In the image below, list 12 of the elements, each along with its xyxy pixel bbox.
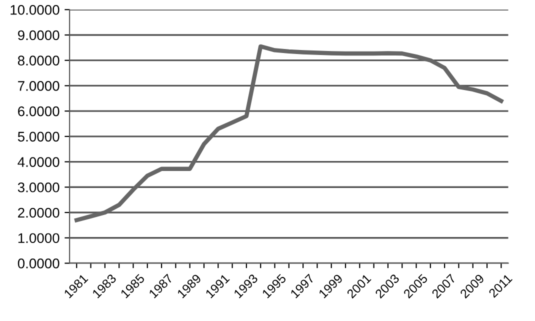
y-tick-label: 9.0000 xyxy=(18,30,60,40)
y-tick-label: 8.0000 xyxy=(18,56,60,66)
line-series xyxy=(74,44,504,222)
y-tick-label: 7.0000 xyxy=(18,81,60,91)
y-tick-label: 10.0000 xyxy=(10,4,60,15)
y-tick-label: 1.0000 xyxy=(18,233,60,244)
y-tick-label: 2.0000 xyxy=(18,208,60,218)
y-tick-label: 3.0000 xyxy=(18,182,60,192)
y-tick-label: 6.0000 xyxy=(18,106,60,116)
y-tick-label: 4.0000 xyxy=(18,157,60,167)
y-tick-label: 5.0000 xyxy=(18,132,60,142)
y-tick-label: 0.0000 xyxy=(18,258,60,268)
